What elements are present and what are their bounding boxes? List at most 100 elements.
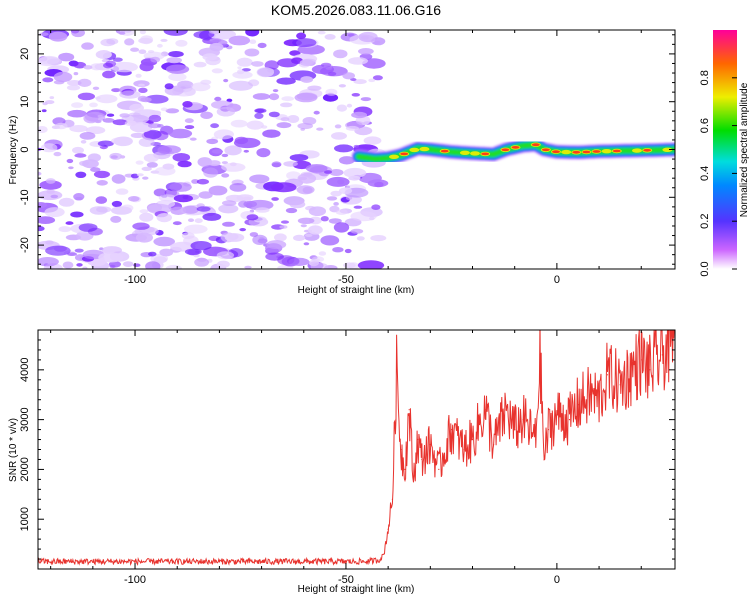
noise-blob: [181, 232, 195, 240]
noise-blob: [211, 149, 224, 154]
noise-blob: [236, 194, 254, 202]
ridge-hotspot: [632, 148, 642, 153]
snr-data-point: [535, 438, 537, 441]
noise-blob: [143, 129, 162, 140]
noise-blob: [73, 61, 87, 69]
noise-blob: [296, 32, 307, 40]
noise-blob: [249, 174, 270, 184]
noise-blob: [216, 260, 230, 268]
noise-blob: [150, 110, 162, 115]
snr-data-point: [404, 468, 406, 470]
noise-blob: [160, 107, 168, 112]
noise-blob: [106, 38, 119, 45]
noise-blob: [165, 108, 180, 114]
noise-blob: [206, 138, 219, 145]
noise-blob: [268, 111, 280, 118]
noise-blob: [148, 251, 157, 257]
noise-blob: [285, 207, 298, 214]
noise-blob: [146, 162, 158, 168]
spectrogram-y-axis-label: Frequency (Hz): [8, 116, 19, 185]
noise-blob: [150, 254, 169, 264]
noise-blob: [265, 252, 284, 261]
snr-data-point: [547, 429, 550, 431]
noise-blob: [169, 182, 192, 192]
noise-blob: [189, 137, 197, 141]
noise-blob: [168, 72, 187, 82]
snr-data-point: [379, 559, 381, 561]
noise-blob: [76, 263, 83, 267]
ridge-hotspot: [389, 154, 399, 159]
noise-blob: [209, 42, 224, 52]
snr-data-point: [412, 478, 415, 480]
noise-blob: [173, 194, 193, 203]
noise-blob: [67, 80, 82, 86]
noise-blob: [222, 221, 235, 227]
noise-blob: [320, 235, 340, 246]
noise-blob: [246, 120, 264, 130]
noise-blob: [157, 146, 173, 154]
noise-blob: [124, 38, 135, 46]
noise-blob: [79, 132, 96, 140]
snr-data-point: [463, 448, 465, 451]
noise-blob: [95, 50, 112, 59]
noise-blob: [252, 93, 270, 100]
noise-blob: [200, 111, 213, 120]
noise-blob: [283, 161, 298, 167]
noise-blob: [221, 173, 230, 178]
noise-blob: [252, 234, 268, 245]
x-tick-label: -50: [338, 274, 354, 286]
snr-data-point: [366, 560, 368, 563]
noise-blob: [153, 188, 167, 197]
noise-blob: [342, 72, 356, 80]
snr-panel: -100 -50 0 1000 2000 3000 4000 Height of stra…: [8, 329, 676, 595]
noise-blob: [271, 161, 282, 168]
noise-blob: [346, 103, 353, 108]
noise-blob: [336, 104, 348, 112]
noise-blob: [301, 58, 317, 65]
snr-x-axis-label: Height of straight line (km): [298, 584, 415, 595]
spectrogram-ridge: [351, 137, 675, 167]
noise-blob: [62, 261, 74, 269]
spectrogram-noise-region: [38, 30, 389, 269]
noise-blob: [147, 203, 172, 214]
noise-blob: [237, 66, 242, 70]
noise-blob: [372, 40, 381, 45]
noise-blob: [345, 125, 359, 131]
noise-blob: [236, 57, 253, 67]
y-tick-label: 2000: [19, 457, 31, 481]
noise-blob: [139, 212, 154, 222]
noise-blob: [256, 148, 271, 158]
noise-blob: [73, 72, 79, 76]
noise-blob: [138, 83, 145, 87]
noise-blob: [194, 218, 203, 224]
noise-blob: [82, 266, 88, 269]
noise-blob: [66, 85, 81, 91]
noise-blob: [162, 163, 175, 170]
noise-blob: [157, 124, 164, 128]
noise-blob: [343, 167, 367, 178]
noise-blob: [305, 164, 328, 173]
noise-blob: [102, 118, 115, 123]
noise-blob: [211, 68, 223, 74]
noise-blob: [38, 171, 42, 176]
snr-data-point: [450, 429, 452, 431]
noise-blob: [281, 220, 289, 224]
noise-blob: [350, 228, 364, 234]
noise-blob: [38, 202, 47, 208]
noise-blob: [53, 151, 62, 157]
noise-blob: [261, 125, 268, 129]
noise-blob: [229, 183, 247, 192]
noise-blob: [363, 136, 382, 145]
noise-blob: [49, 96, 55, 100]
noise-blob: [274, 233, 287, 242]
colorbar-tick-label: 0.6: [699, 118, 711, 133]
noise-blob: [356, 236, 365, 241]
noise-blob: [78, 223, 98, 232]
noise-blob: [230, 119, 248, 128]
snr-data-point: [218, 560, 220, 563]
noise-blob: [310, 262, 329, 269]
noise-blob: [372, 75, 383, 81]
ridge-peak: [552, 150, 560, 154]
snr-data-point: [484, 409, 486, 411]
noise-blob: [224, 145, 242, 156]
